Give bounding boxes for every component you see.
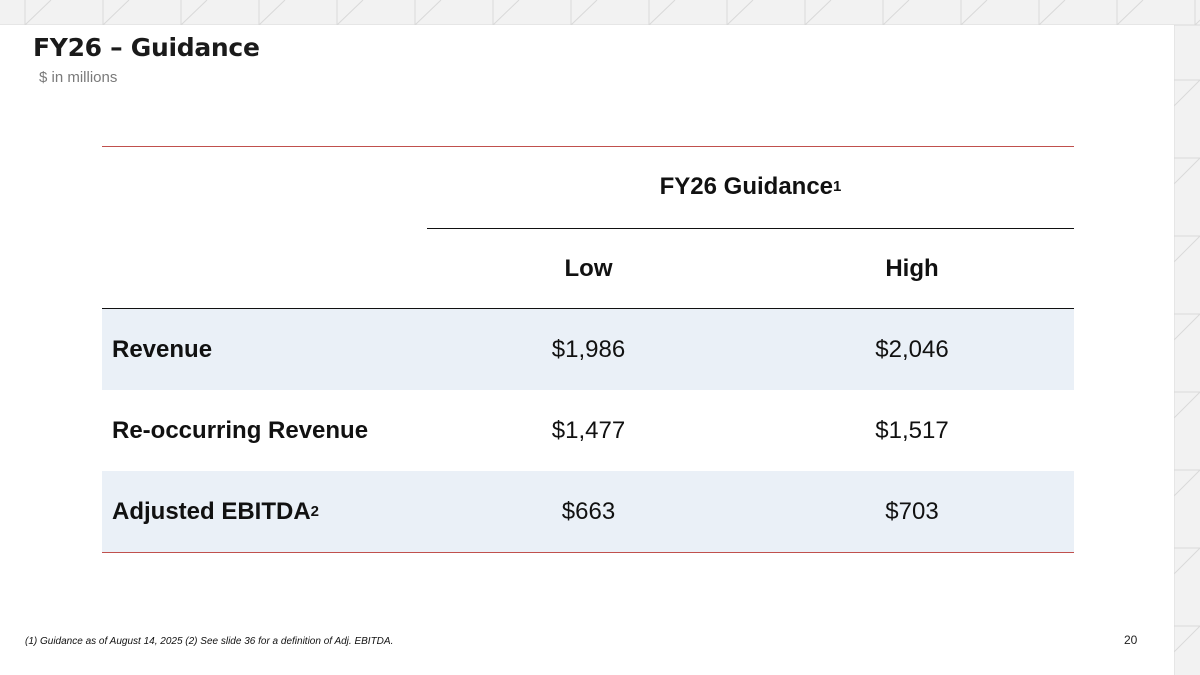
group-header: FY26 Guidance 1 xyxy=(659,173,842,200)
pattern-line xyxy=(726,0,754,26)
table-cell-low: $1,477 xyxy=(551,416,626,444)
pattern-line xyxy=(648,0,676,26)
pattern-line xyxy=(1173,391,1200,419)
pattern-line xyxy=(1173,625,1200,653)
table-bottom-rule xyxy=(102,552,1074,553)
pattern-line xyxy=(336,0,364,26)
pattern-line xyxy=(1173,469,1200,497)
table-row-label: Revenue xyxy=(102,309,437,390)
pattern-line xyxy=(882,0,910,26)
pattern-line xyxy=(414,0,442,26)
row-label-text: Adjusted EBITDA xyxy=(112,497,311,525)
pattern-line xyxy=(1038,0,1066,26)
page-number: 20 xyxy=(1124,633,1138,647)
column-header-high: High xyxy=(885,254,939,282)
table-cell-high: $2,046 xyxy=(875,335,949,363)
pattern-line xyxy=(804,0,832,26)
table-row-label: Re-occurring Revenue xyxy=(102,390,437,471)
table-cell-high: $703 xyxy=(885,497,939,525)
pattern-line xyxy=(180,0,208,26)
pattern-line xyxy=(1116,0,1144,26)
pattern-line xyxy=(258,0,286,26)
column-header-low: Low xyxy=(564,254,613,282)
pattern-line xyxy=(1173,547,1200,575)
table-top-rule xyxy=(102,146,1074,147)
row-shading xyxy=(102,309,1074,390)
pattern-line xyxy=(1194,19,1200,26)
pattern-line xyxy=(492,0,520,26)
row-label-text: Revenue xyxy=(112,335,213,363)
table-cell-low: $663 xyxy=(561,497,616,525)
row-label-text: Re-occurring Revenue xyxy=(112,416,369,444)
header-bottom-rule xyxy=(102,308,1074,309)
group-header-label: FY26 Guidance xyxy=(659,173,834,200)
pattern-line xyxy=(960,0,988,26)
pattern-line xyxy=(570,0,598,26)
pattern-line xyxy=(1173,157,1200,185)
pattern-line xyxy=(1173,235,1200,263)
pattern-line xyxy=(24,0,52,26)
footnote: (1) Guidance as of August 14, 2025 (2) S… xyxy=(25,636,394,647)
row-shading xyxy=(102,471,1074,552)
table-cell-high: $1,517 xyxy=(875,416,949,444)
table-row-label: Adjusted EBITDA 2 xyxy=(112,497,320,525)
pattern-line xyxy=(1173,79,1200,107)
page-title: FY26 – Guidance xyxy=(33,33,260,62)
pattern-line xyxy=(1173,313,1200,341)
group-header-rule xyxy=(427,228,1074,229)
page-subtitle: $ in millions xyxy=(39,69,118,86)
table-cell-low: $1,986 xyxy=(551,335,626,363)
pattern-line xyxy=(102,0,130,26)
